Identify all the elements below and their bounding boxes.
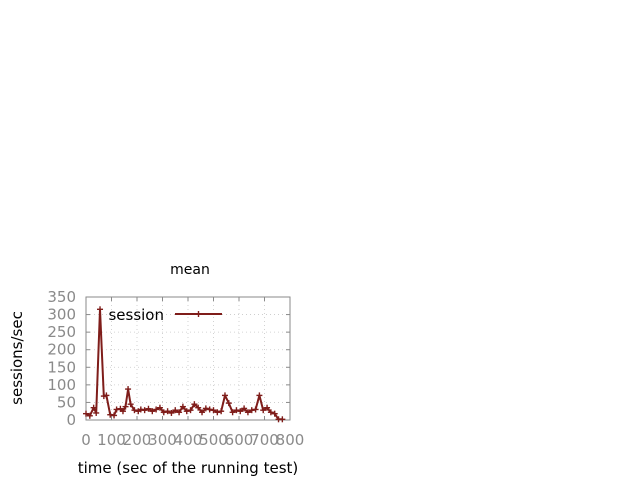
- data-point: [141, 407, 148, 414]
- y-tick-label: 100: [47, 376, 76, 394]
- data-point: [233, 407, 240, 414]
- data-point: [252, 406, 259, 413]
- data-point: [153, 406, 160, 413]
- x-tick-label: 200: [123, 431, 152, 449]
- data-point: [264, 404, 271, 411]
- data-point: [271, 410, 278, 417]
- y-tick-label: 200: [47, 341, 76, 359]
- x-tick-label: 100: [97, 431, 126, 449]
- data-point: [119, 408, 126, 415]
- y-tick-label: 350: [47, 288, 76, 306]
- grid: [86, 297, 290, 420]
- data-point: [241, 405, 248, 412]
- data-point: [225, 400, 232, 407]
- data-point: [125, 386, 132, 393]
- y-axis-label: sessions/sec: [8, 311, 26, 405]
- series-line-session: [85, 308, 283, 421]
- legend: session: [108, 306, 222, 324]
- data-point: [267, 409, 274, 416]
- data-point: [195, 404, 202, 411]
- data-point: [218, 408, 225, 415]
- data-point: [210, 407, 217, 414]
- x-axis-label: time (sec of the running test): [78, 459, 299, 477]
- data-point: [93, 409, 100, 416]
- data-point: [156, 404, 163, 411]
- data-point: [160, 409, 167, 416]
- y-tick-label: 250: [47, 323, 76, 341]
- data-point: [86, 412, 93, 419]
- data-point: [187, 407, 194, 414]
- data-point: [172, 407, 179, 414]
- chart-title: mean: [170, 262, 210, 278]
- x-tick-label: 700: [250, 431, 279, 449]
- axis-ticks: [85, 296, 291, 421]
- data-point: [248, 407, 255, 414]
- data-point: [137, 406, 144, 413]
- data-point: [256, 392, 263, 399]
- data-point: [176, 409, 183, 416]
- data-point: [206, 406, 213, 413]
- data-point: [214, 409, 221, 416]
- x-tick-label: 600: [225, 431, 254, 449]
- data-point: [131, 407, 138, 414]
- y-tick-label: 0: [66, 411, 76, 429]
- data-point: [111, 412, 118, 419]
- x-tick-label: 300: [148, 431, 177, 449]
- x-tick-label: 400: [174, 431, 203, 449]
- data-point: [199, 409, 206, 416]
- x-tick-label: 800: [276, 431, 305, 449]
- data-point: [97, 306, 104, 313]
- data-point: [279, 416, 286, 423]
- data-point: [103, 392, 110, 399]
- data-point: [191, 401, 198, 408]
- series-layer: [83, 306, 286, 423]
- data-point: [260, 407, 267, 414]
- x-tick-label: 0: [81, 431, 91, 449]
- y-tick-label: 300: [47, 306, 76, 324]
- x-tick-label: 500: [199, 431, 228, 449]
- legend-marker-session: [195, 311, 202, 317]
- legend-point-marker: [195, 311, 202, 317]
- data-point: [202, 405, 209, 412]
- y-tick-label: 50: [57, 393, 76, 411]
- data-point: [183, 408, 190, 415]
- data-point: [113, 406, 120, 413]
- data-point: [127, 401, 134, 408]
- data-point: [221, 392, 228, 399]
- data-point: [168, 409, 175, 416]
- data-point: [107, 411, 114, 418]
- data-point: [149, 408, 156, 415]
- data-point: [164, 408, 171, 415]
- data-point: [122, 403, 129, 410]
- data-point: [237, 408, 244, 415]
- data-point: [244, 409, 251, 416]
- data-point: [179, 403, 186, 410]
- data-point: [83, 410, 89, 417]
- legend-label-session: session: [108, 306, 164, 324]
- data-point: [229, 409, 236, 416]
- data-point: [145, 405, 152, 412]
- data-point: [90, 404, 97, 411]
- y-tick-label: 150: [47, 358, 76, 376]
